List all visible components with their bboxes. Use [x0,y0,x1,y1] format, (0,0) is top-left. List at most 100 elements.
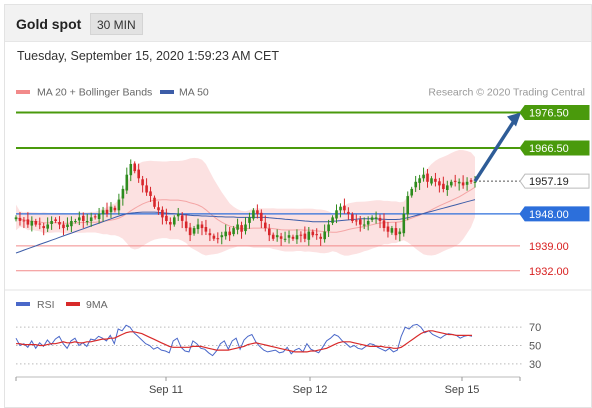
ma-bb-legend-swatch [16,90,30,94]
candle-body [287,235,291,238]
candle-body [252,210,255,219]
candle-body [141,179,144,186]
candle-body [327,224,330,232]
candle-body [271,234,275,239]
candle-body [410,188,413,196]
candle-body [461,182,465,186]
rsi-ma-line [16,330,472,353]
candle-body [339,206,342,211]
candle-body [323,231,326,240]
candle-body [180,215,184,221]
candle-body [121,188,125,199]
candle-body [244,224,247,232]
candle-body [390,228,394,233]
candle-body [42,226,45,229]
candle-body [169,222,172,225]
ma-bb-legend-label: MA 20 + Bollinger Bands [37,87,152,99]
candle-body [145,185,148,193]
resistance-tag [519,140,590,156]
timeframe-button[interactable]: 30 MIN [90,13,143,35]
rsi-legend-swatch [16,302,30,306]
time-tick-label: Sep 11 [149,384,183,396]
candle-body [89,217,93,221]
candle-body [38,223,42,225]
last-price-tag [519,173,590,189]
candle-body [370,217,374,220]
candle-body [30,221,34,226]
candle-body [359,219,362,225]
support-level-label: 1932.00 [529,266,569,278]
time-tick-label: Sep 12 [293,384,328,396]
candle-body [176,213,180,217]
candle-body [240,225,243,232]
candle-body [406,196,409,215]
rsi-ma-legend-swatch [66,302,80,306]
resistance-tag [519,104,590,120]
candle-body [46,224,49,229]
candle-body [430,178,433,184]
candle-body [453,180,457,182]
forecast-arrow-shaft [473,118,517,183]
candle-body [232,228,235,235]
level-tag-label: 1948.00 [529,209,569,221]
candle-body [438,181,441,186]
rsi-level-label: 30 [529,359,541,371]
candle-body [196,224,200,230]
level-tag-label: 1966.50 [529,143,569,155]
candle-body [97,213,101,219]
candle-body [311,231,315,236]
candle-body [78,217,81,221]
candle-body [165,215,168,221]
support-level-label: 1939.00 [529,241,569,253]
candle-body [192,228,196,234]
candle-body [319,236,322,239]
candle-body [434,178,437,182]
candle-body [85,221,89,223]
candle-body [362,224,366,226]
ma50-legend-swatch [160,90,174,94]
candle-body [355,220,358,222]
candle-body [204,227,208,232]
candle-body [109,206,113,213]
candle-body [161,209,164,218]
candle-body [335,210,338,219]
candle-body [256,210,259,214]
widget-header: Gold spot 30 MIN [5,5,591,42]
candle-body [113,207,117,211]
candle-body [275,235,279,238]
candle-body [236,224,239,230]
candle-body [212,235,216,239]
candle-body [34,221,38,225]
candle-body [457,181,461,184]
candle-body [74,221,77,222]
candle-body [228,231,231,236]
bollinger-band-area [16,150,475,256]
level-tag-label: 1957.19 [529,176,569,188]
candle-body [347,211,350,214]
candle-body [418,178,421,183]
candle-body [469,180,473,182]
candle-body [184,221,188,229]
candle-body [70,221,73,227]
copyright-text: Research © 2020 Trading Central [428,87,585,99]
candle-body [343,205,346,211]
rsi-line [15,323,473,357]
candle-body [291,236,295,239]
candle-body [208,233,212,236]
candle-body [62,224,65,229]
candle-body [220,235,224,238]
candles [14,159,477,246]
level-lines [16,111,520,272]
time-tick-label: Sep 15 [445,384,480,396]
ma50-path [15,199,476,254]
candle-body [93,216,97,218]
candle-body [295,235,299,240]
forecast-arrow-head [507,112,521,127]
chart-widget: Gold spot 30 MIN Tuesday, September 15, … [4,4,592,408]
candle-body [299,234,303,236]
candle-body [133,163,136,172]
candle-body [422,174,425,179]
forecast-arrow [473,112,521,183]
candle-body [402,213,406,234]
